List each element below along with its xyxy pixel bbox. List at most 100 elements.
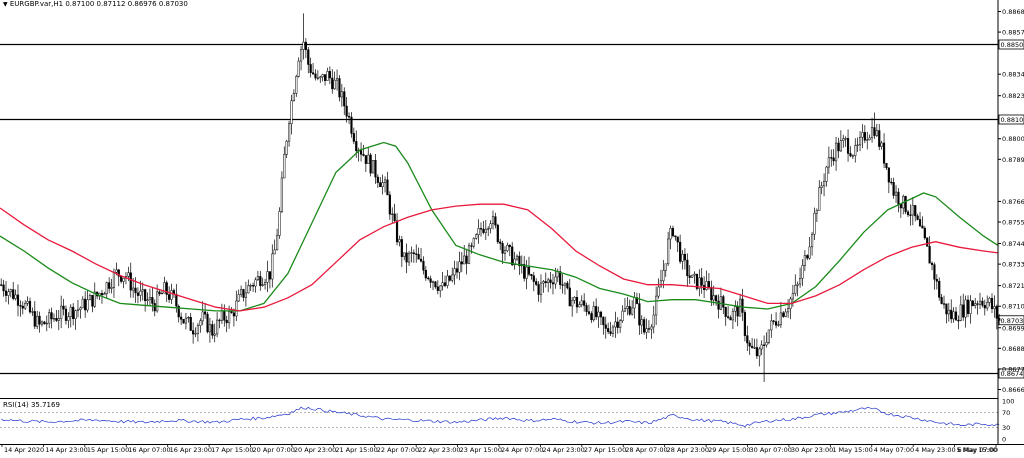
candle-body	[262, 285, 264, 286]
candle-body	[874, 128, 876, 136]
candle-body	[159, 292, 161, 294]
candle-body	[39, 316, 41, 324]
candle-body	[847, 138, 849, 153]
candle-body	[595, 306, 597, 317]
candle-body	[226, 320, 228, 323]
candle-body	[240, 289, 242, 294]
symbol-timeframe: EURGBP.var,H1	[10, 0, 63, 8]
candle-body	[612, 327, 614, 334]
candle-body	[922, 226, 924, 228]
dropdown-arrow-icon[interactable]: ▼	[3, 1, 8, 8]
candle-body	[276, 236, 278, 250]
candle-body	[3, 285, 5, 291]
candle-body	[936, 279, 938, 281]
candle-body	[746, 336, 748, 343]
candle-body	[938, 281, 940, 297]
rsi-tick-label: 70	[1002, 409, 1010, 417]
candle-body	[257, 276, 259, 279]
candle-body	[898, 192, 900, 204]
candle-body	[797, 284, 799, 285]
candle-body	[468, 246, 470, 264]
candle-body	[36, 316, 38, 326]
candle-body	[466, 256, 468, 263]
candle-body	[475, 235, 477, 239]
candle-body	[895, 192, 897, 195]
candle-body	[598, 312, 600, 317]
candle-body	[396, 221, 398, 242]
candle-body	[192, 331, 194, 334]
candle-body	[420, 259, 422, 261]
candle-body	[449, 276, 451, 280]
time-tick-label: 28 Apr 23:00	[667, 446, 709, 454]
candle-body	[317, 78, 319, 79]
time-tick-label: 27 Apr 15:00	[584, 446, 626, 454]
candle-body	[967, 300, 969, 314]
candle-body	[691, 275, 693, 277]
candle-body	[857, 145, 859, 146]
candle-body	[977, 304, 979, 305]
candle-body	[756, 347, 758, 355]
candle-body	[204, 312, 206, 314]
candle-body	[684, 254, 686, 260]
candle-body	[785, 312, 787, 317]
candle-body	[199, 321, 201, 326]
candle-body	[564, 283, 566, 285]
candle-body	[655, 296, 657, 315]
candle-body	[579, 305, 581, 307]
candle-body	[984, 305, 986, 308]
time-tick-label: 22 Apr 23:00	[418, 446, 460, 454]
candle-body	[900, 204, 902, 208]
candle-body	[70, 307, 72, 316]
candle-body	[168, 295, 170, 300]
candle-body	[816, 210, 818, 213]
candle-body	[492, 217, 494, 224]
candle-body	[869, 138, 871, 140]
ohlc-values: 0.87100 0.87112 0.86976 0.87030	[65, 0, 187, 8]
candle-body	[72, 307, 74, 319]
candle-body	[850, 153, 852, 155]
time-tick-label: 14 Apr 23:00	[45, 446, 87, 454]
candle-body	[58, 319, 60, 321]
candle-body	[80, 308, 82, 310]
candle-body	[631, 308, 633, 314]
candle-body	[315, 74, 317, 78]
candle-body	[142, 290, 144, 292]
candle-body	[403, 253, 405, 257]
price-tick-label: 0.87555	[1002, 219, 1024, 227]
candle-body	[958, 320, 960, 321]
candle-body	[734, 307, 736, 312]
candle-body	[183, 319, 185, 323]
candle-body	[574, 297, 576, 300]
candle-body	[8, 292, 10, 296]
candle-body	[233, 313, 235, 316]
candle-body	[586, 306, 588, 312]
candle-body	[243, 289, 245, 297]
candle-body	[408, 253, 410, 262]
candle-body	[871, 128, 873, 138]
candle-body	[116, 270, 118, 272]
candle-body	[761, 345, 763, 349]
candle-body	[974, 304, 976, 306]
candle-body	[682, 254, 684, 261]
candle-body	[883, 143, 885, 163]
candle-body	[854, 146, 856, 156]
candle-body	[60, 306, 62, 318]
candle-body	[120, 276, 122, 281]
candle-body	[811, 234, 813, 247]
candle-body	[187, 317, 189, 318]
candle-body	[346, 106, 348, 116]
candle-body	[331, 78, 333, 89]
candle-body	[576, 297, 578, 307]
candle-body	[137, 293, 139, 296]
candle-body	[106, 283, 108, 294]
time-tick-label: 24 Apr 07:00	[501, 446, 543, 454]
candle-body	[456, 269, 458, 273]
candle-body	[610, 332, 612, 334]
candle-body	[744, 312, 746, 335]
candle-body	[919, 219, 921, 225]
candle-body	[828, 158, 830, 168]
candle-body	[749, 343, 751, 346]
candle-body	[946, 304, 948, 314]
candle-body	[387, 180, 389, 195]
